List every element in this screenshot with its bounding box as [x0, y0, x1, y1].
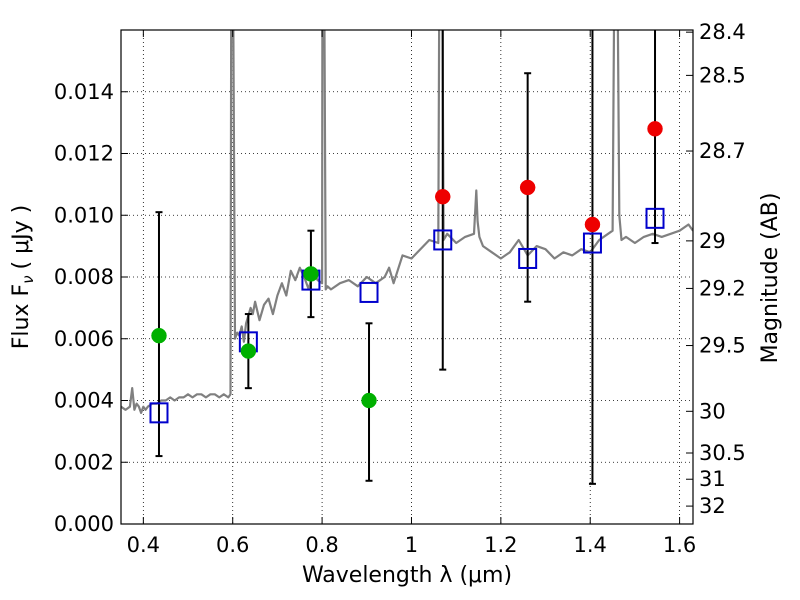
observed-point [361, 392, 377, 409]
x-tick-label: 1.6 [663, 533, 696, 557]
y-tick-label: 0.006 [54, 327, 114, 351]
model-photometry-square [433, 229, 453, 251]
y2-tick-label: 31 [699, 467, 726, 491]
y2-tick-label: 29.2 [699, 276, 746, 300]
observed-point [519, 179, 536, 196]
y-tick-label: 0.004 [54, 389, 114, 413]
y2-tick-label: 28.4 [699, 20, 746, 44]
y2-tick-label: 28.7 [699, 139, 746, 163]
y-axis-label-main: Flux F [9, 284, 34, 349]
observed-point [303, 266, 319, 282]
y-axis-label-subscript: ν [19, 275, 37, 283]
y2-tick-label: 29.5 [699, 334, 746, 358]
y-tick-label: 0.000 [54, 512, 114, 536]
y-axis-label: Flux Fν ( μJy ) [9, 205, 37, 349]
x-tick-label: 0.8 [305, 533, 338, 557]
model-spectrum-line [121, 30, 693, 414]
y2-tick-label: 30.5 [699, 441, 746, 465]
x-tick-label: 1.2 [484, 533, 517, 557]
y2-tick-label: 30 [699, 399, 726, 423]
y2-tick-label: 32 [699, 494, 726, 518]
model-photometry-square [582, 232, 602, 254]
y2-axis-label: Magnitude (AB) [758, 193, 783, 364]
x-tick-label: 0.4 [127, 533, 160, 557]
y-tick-label: 0.002 [54, 450, 114, 474]
y2-tick-label: 29 [699, 229, 726, 253]
y-tick-label: 0.012 [54, 142, 114, 166]
y-axis-label-unit: ( μJy ) [9, 205, 34, 270]
x-tick-label: 1.4 [574, 533, 607, 557]
observed-point [151, 327, 167, 344]
model-photometry-square [149, 402, 169, 424]
y-tick-label: 0.008 [54, 265, 114, 289]
ticks: 0.4 0.6 0.8 1 1.2 1.4 1.6 0.000 0.002 0.004 0.006 0… [54, 20, 746, 557]
observed-point [647, 121, 663, 137]
plot-frame [120, 29, 694, 525]
observed-point [240, 343, 257, 359]
grid [121, 30, 693, 524]
y-tick-label: 0.014 [54, 80, 114, 104]
model-photometry-square [645, 207, 665, 229]
observed-point [584, 216, 601, 233]
y-axis-label-group: Flux Fν ( μJy ) [9, 205, 37, 349]
x-tick-label: 0.6 [216, 533, 249, 557]
x-axis-label: Wavelength λ (μm) [302, 563, 512, 588]
observed-point [435, 188, 451, 205]
model-photometry-square [518, 247, 538, 269]
y-tick-label: 0.010 [54, 203, 114, 227]
x-tick-label: 1 [405, 533, 418, 557]
y2-tick-label: 28.5 [699, 63, 746, 87]
plot-area [121, 30, 693, 485]
model-photometry-square [359, 281, 379, 303]
